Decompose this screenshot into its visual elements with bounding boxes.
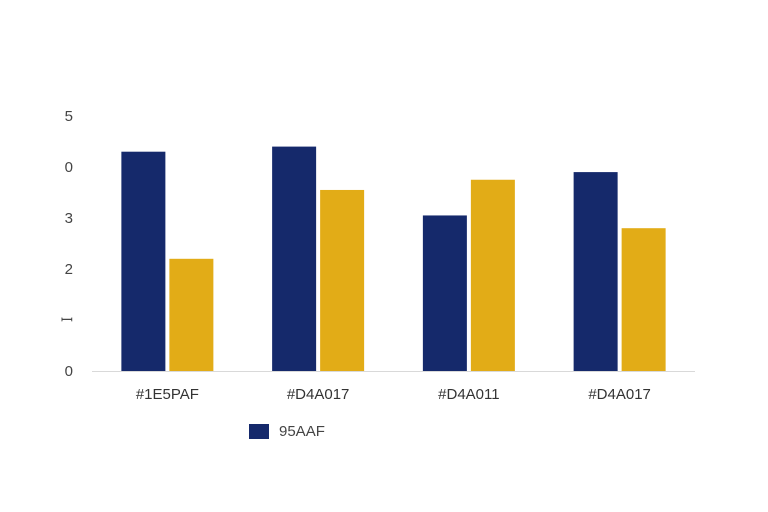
x-tick-label: #D4A017 bbox=[287, 386, 350, 403]
bar-series-1-2 bbox=[272, 146, 317, 371]
bar-series-2-3 bbox=[470, 179, 515, 371]
x-tick-label: #1E5PAF bbox=[136, 386, 199, 403]
legend-swatch bbox=[249, 424, 269, 439]
x-tick-label: #D4A011 bbox=[438, 386, 499, 403]
y-tick-label: ꟷ bbox=[61, 312, 73, 329]
legend: 95AAF bbox=[249, 423, 325, 440]
y-tick-label: 2 bbox=[65, 261, 73, 278]
bar-series-2-2 bbox=[320, 189, 365, 371]
bar-series-1-1 bbox=[121, 151, 166, 371]
bar-series-1-3 bbox=[422, 215, 467, 371]
legend-label: 95AAF bbox=[279, 423, 325, 440]
y-tick-label: 5 bbox=[65, 108, 73, 125]
y-tick-label: 0 bbox=[65, 159, 73, 176]
bar-series-1-4 bbox=[573, 172, 618, 371]
bar-series-2-1 bbox=[169, 258, 214, 371]
bar-series-2-4 bbox=[621, 228, 666, 371]
y-tick-label: 0 bbox=[65, 363, 73, 380]
y-tick-label: 3 bbox=[65, 210, 73, 227]
x-tick-label: #D4A017 bbox=[588, 386, 651, 403]
